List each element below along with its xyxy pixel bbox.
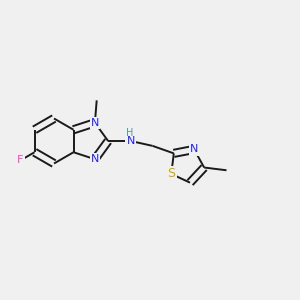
Text: S: S bbox=[167, 167, 175, 180]
Text: N: N bbox=[91, 118, 99, 128]
Text: N: N bbox=[126, 136, 135, 146]
Text: N: N bbox=[91, 154, 99, 164]
Text: F: F bbox=[17, 155, 23, 166]
Text: N: N bbox=[190, 144, 198, 154]
Text: H: H bbox=[126, 128, 134, 138]
